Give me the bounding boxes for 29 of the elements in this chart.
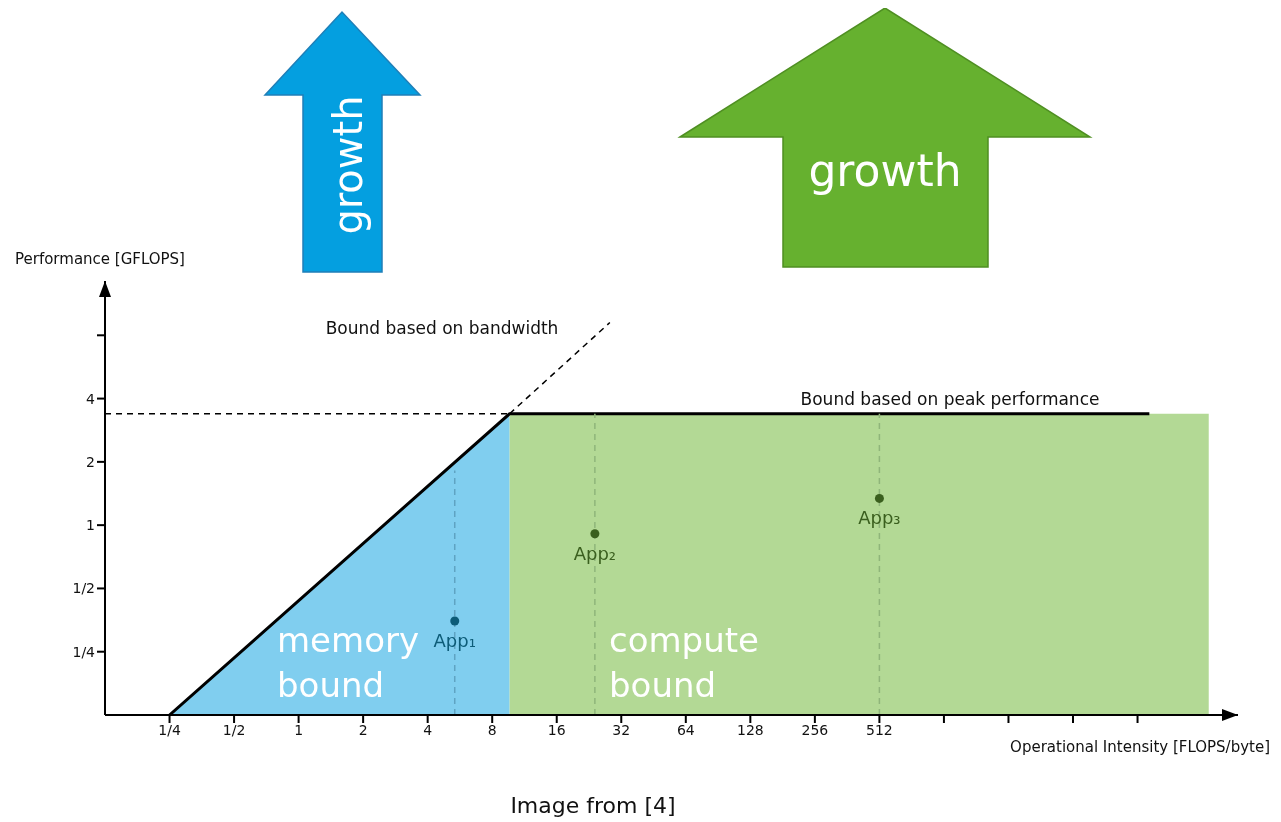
annotation: memory bound — [277, 620, 420, 705]
y-tick-label: 1/2 — [72, 580, 95, 597]
annotation: App₃ — [858, 507, 901, 529]
x-tick-label: 1/2 — [222, 721, 246, 738]
y-axis-title: Performance [GFLOPS] — [15, 250, 185, 268]
x-tick-label: 1 — [294, 721, 304, 738]
annotation: Bound based on bandwidth — [325, 318, 559, 338]
y-tick-label: 1 — [86, 517, 95, 534]
y-tick-label: 1/4 — [72, 643, 96, 660]
y-tick-label: 4 — [86, 390, 96, 407]
x-tick-label: 4 — [423, 721, 433, 738]
text: Image from [4] — [510, 793, 676, 818]
text: growth — [325, 95, 371, 235]
annotation: App₂ — [573, 542, 617, 564]
y-tick-label: 2 — [86, 453, 95, 470]
annotation: App₁ — [433, 630, 476, 651]
x-tick-label: 1/4 — [158, 721, 181, 738]
annotation: Bound based on peak performance — [800, 389, 1100, 409]
x-tick-label: 32 — [612, 721, 631, 738]
x-tick-label: 8 — [487, 721, 497, 738]
x-tick-label: 128 — [736, 721, 764, 738]
x-tick-label: 256 — [801, 721, 829, 738]
text: growth — [808, 144, 962, 196]
x-axis-title: Operational Intensity [FLOPS/byte] — [1010, 738, 1270, 756]
annotation: compute bound — [609, 620, 759, 705]
x-tick-label: 16 — [547, 721, 566, 738]
x-tick-label: 512 — [866, 721, 893, 738]
x-tick-label: 2 — [358, 721, 368, 738]
x-tick-label: 64 — [676, 721, 695, 738]
